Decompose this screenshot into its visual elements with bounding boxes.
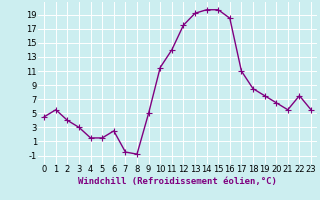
X-axis label: Windchill (Refroidissement éolien,°C): Windchill (Refroidissement éolien,°C) xyxy=(78,177,277,186)
